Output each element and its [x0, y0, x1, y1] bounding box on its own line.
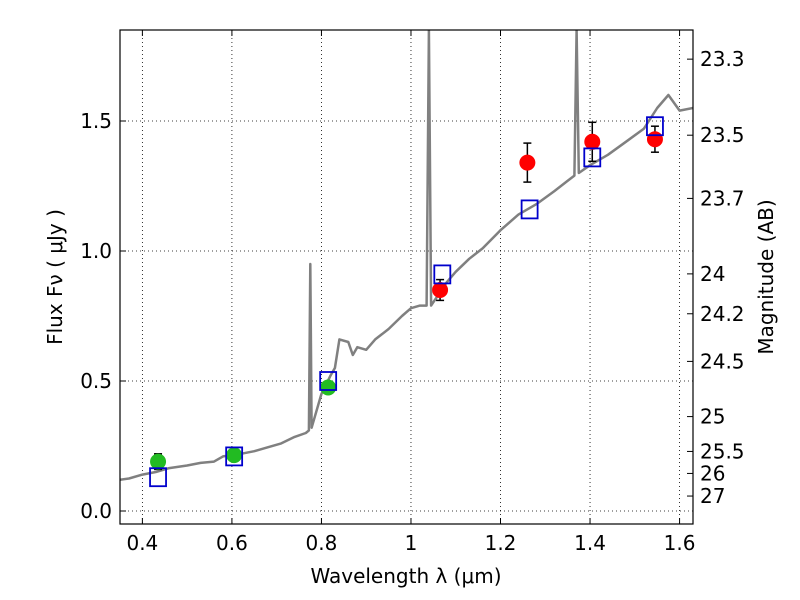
right-tick-label: 24.2 — [700, 302, 745, 326]
y-tick-label: 0.5 — [80, 369, 112, 393]
plot-background — [120, 30, 693, 524]
right-tick-label: 25.5 — [700, 439, 745, 463]
x-tick-label: 1.6 — [664, 531, 696, 555]
observed-flux-point — [320, 379, 337, 396]
model-flux-square — [319, 371, 338, 391]
right-tick-label: 25 — [700, 405, 725, 429]
right-axis-title: Magnitude (AB) — [754, 199, 778, 354]
x-axis-title: Wavelength λ (μm) — [310, 564, 501, 588]
data-points — [149, 116, 664, 488]
observed-flux-point — [226, 447, 243, 464]
right-tick-label: 23.7 — [700, 186, 745, 210]
y-tick-label: 1.5 — [80, 109, 112, 133]
x-tick-label: 1 — [405, 531, 418, 555]
model-flux-square — [520, 199, 539, 220]
observed-flux-point — [519, 154, 536, 171]
x-tick-label: 0.6 — [216, 531, 248, 555]
observed-flux-point — [150, 453, 167, 470]
x-tick-label: 0.4 — [126, 531, 158, 555]
y-tick-label: 1.0 — [80, 239, 112, 263]
observed-flux-point — [584, 133, 601, 150]
model-flux-square — [149, 467, 167, 488]
ticks: 0.4 0.6 0.8 1 1.2 1.4 1.6 0.0 0.5 1.0 1.5 23.3 23.5 2… — [80, 30, 745, 555]
y-tick-label: 0.0 — [80, 499, 112, 523]
model-flux-square — [225, 446, 244, 467]
right-tick-label: 23.5 — [700, 123, 745, 147]
model-flux-square — [433, 264, 452, 285]
x-tick-label: 1.2 — [485, 531, 517, 555]
right-tick-label: 27 — [700, 484, 725, 508]
model-flux-square — [583, 147, 602, 168]
right-tick-label: 26 — [700, 461, 725, 485]
x-tick-label: 1.4 — [574, 531, 606, 555]
right-tick-label: 24.5 — [700, 349, 745, 373]
plot-frame — [119, 29, 694, 525]
right-tick-label: 24 — [700, 262, 725, 286]
right-tick-label: 23.3 — [700, 47, 745, 71]
x-tick-label: 0.8 — [306, 531, 338, 555]
observed-flux-point — [432, 282, 449, 298]
y-axis-title: Flux Fν ( μJy ) — [43, 209, 67, 345]
observed-flux-point — [646, 131, 663, 148]
model-flux-square — [646, 116, 664, 137]
